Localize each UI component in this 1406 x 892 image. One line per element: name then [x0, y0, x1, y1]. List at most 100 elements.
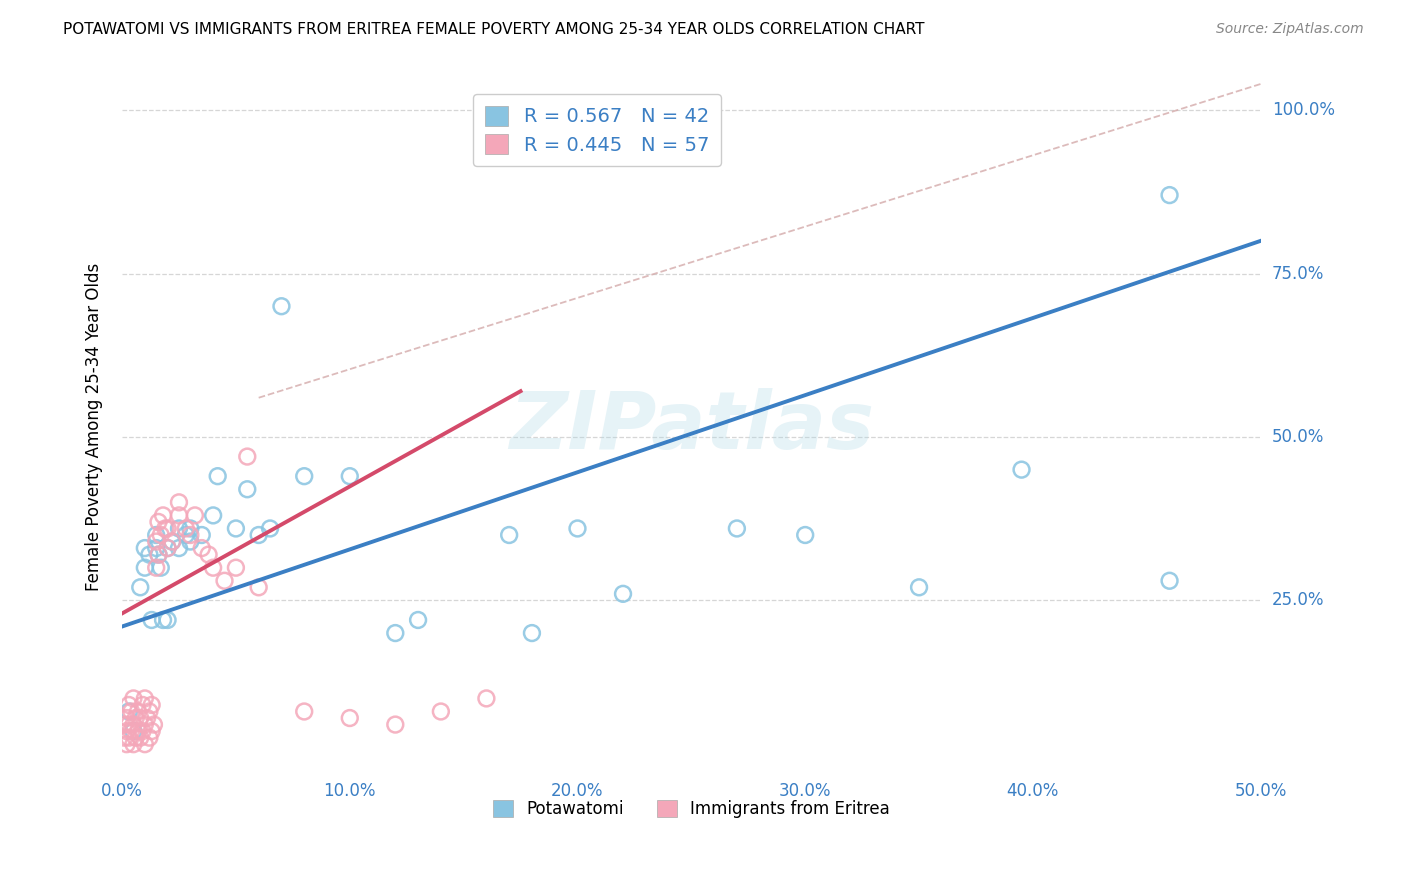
Point	[136, 711, 159, 725]
Y-axis label: Female Poverty Among 25-34 Year Olds: Female Poverty Among 25-34 Year Olds	[86, 263, 103, 591]
Text: 50.0%: 50.0%	[1272, 428, 1324, 446]
Point	[184, 508, 207, 523]
Point	[145, 528, 167, 542]
Point	[134, 737, 156, 751]
Point	[149, 528, 172, 542]
Point	[156, 613, 179, 627]
Point	[1011, 463, 1033, 477]
Point	[138, 548, 160, 562]
Point	[129, 711, 152, 725]
Point	[179, 534, 201, 549]
Point	[138, 705, 160, 719]
Point	[148, 515, 170, 529]
Point	[131, 724, 153, 739]
Point	[202, 508, 225, 523]
Text: POTAWATOMI VS IMMIGRANTS FROM ERITREA FEMALE POVERTY AMONG 25-34 YEAR OLDS CORRE: POTAWATOMI VS IMMIGRANTS FROM ERITREA FE…	[63, 22, 925, 37]
Point	[725, 521, 748, 535]
Point	[145, 560, 167, 574]
Point	[160, 534, 183, 549]
Point	[131, 698, 153, 712]
Point	[236, 482, 259, 496]
Point	[134, 691, 156, 706]
Point	[339, 711, 361, 725]
Point	[129, 580, 152, 594]
Point	[1159, 574, 1181, 588]
Point	[125, 711, 148, 725]
Point	[179, 528, 201, 542]
Point	[152, 613, 174, 627]
Point	[167, 508, 190, 523]
Point	[292, 705, 315, 719]
Point	[145, 541, 167, 555]
Point	[475, 691, 498, 706]
Point	[138, 731, 160, 745]
Text: ZIPatlas: ZIPatlas	[509, 388, 875, 467]
Point	[612, 587, 634, 601]
Point	[190, 528, 212, 542]
Point	[520, 626, 543, 640]
Point	[115, 737, 138, 751]
Point	[122, 691, 145, 706]
Point	[118, 698, 141, 712]
Point	[236, 450, 259, 464]
Point	[1159, 188, 1181, 202]
Point	[174, 521, 197, 535]
Point	[155, 521, 177, 535]
Point	[794, 528, 817, 542]
Text: 75.0%: 75.0%	[1272, 265, 1324, 283]
Point	[122, 717, 145, 731]
Point	[118, 731, 141, 745]
Point	[202, 560, 225, 574]
Text: 100.0%: 100.0%	[1272, 101, 1334, 120]
Point	[259, 521, 281, 535]
Text: Source: ZipAtlas.com: Source: ZipAtlas.com	[1216, 22, 1364, 37]
Point	[908, 580, 931, 594]
Point	[122, 737, 145, 751]
Point	[115, 711, 138, 725]
Point	[498, 528, 520, 542]
Point	[225, 560, 247, 574]
Point	[120, 705, 142, 719]
Point	[339, 469, 361, 483]
Text: 25.0%: 25.0%	[1272, 591, 1324, 609]
Point	[179, 521, 201, 535]
Point	[247, 580, 270, 594]
Point	[125, 731, 148, 745]
Point	[112, 731, 135, 745]
Point	[406, 613, 429, 627]
Point	[430, 705, 453, 719]
Point	[292, 469, 315, 483]
Point	[167, 521, 190, 535]
Point	[190, 541, 212, 555]
Point	[129, 731, 152, 745]
Point	[160, 534, 183, 549]
Point	[118, 717, 141, 731]
Point	[141, 698, 163, 712]
Point	[141, 724, 163, 739]
Point	[152, 508, 174, 523]
Point	[118, 705, 141, 719]
Point	[122, 724, 145, 739]
Point	[134, 560, 156, 574]
Point	[134, 541, 156, 555]
Point	[156, 521, 179, 535]
Point	[145, 534, 167, 549]
Point	[148, 548, 170, 562]
Point	[115, 724, 138, 739]
Point	[134, 717, 156, 731]
Point	[142, 717, 165, 731]
Point	[167, 495, 190, 509]
Point	[214, 574, 236, 588]
Point	[156, 541, 179, 555]
Point	[127, 724, 149, 739]
Point	[149, 560, 172, 574]
Point	[207, 469, 229, 483]
Point	[156, 541, 179, 555]
Point	[225, 521, 247, 535]
Point	[197, 548, 219, 562]
Point	[247, 528, 270, 542]
Point	[567, 521, 589, 535]
Point	[174, 528, 197, 542]
Point	[120, 724, 142, 739]
Point	[141, 613, 163, 627]
